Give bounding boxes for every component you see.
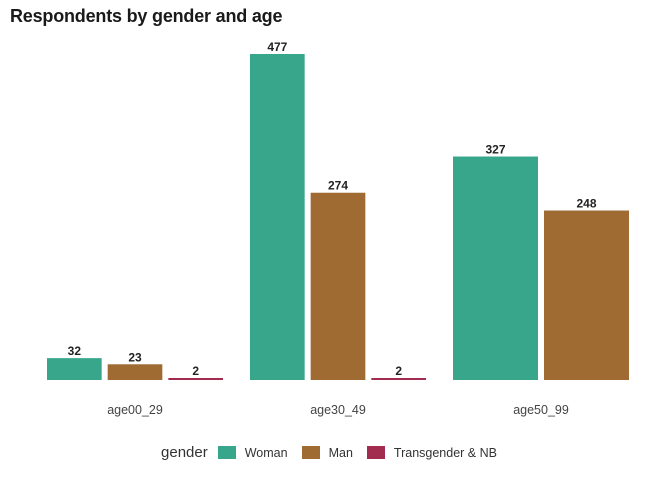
data-label-age00-29-transgender-nb: 2 [192,364,199,378]
legend: gender Woman Man Transgender & NB [0,444,672,461]
bar-age30-49-transgender-nb [371,378,426,380]
legend-swatch-transgender-nb [366,446,385,459]
bar-age50-99-woman [453,156,538,380]
legend-title: gender [161,444,208,461]
legend-item-woman: Woman [217,445,288,460]
legend-label-man: Man [328,445,353,460]
x-tick-label-age00-29: age00_29 [107,403,163,417]
legend-swatch-man [301,446,320,459]
bar-age00-29-transgender-nb [168,378,223,380]
bar-age50-99-man [544,210,629,380]
data-label-age50-99-man: 248 [576,197,596,211]
bar-age00-29-woman [47,358,102,380]
bar-chart: 32 23 2 age00_29 477 274 2 age30_49 327 248 age50_… [47,40,629,417]
x-tick-label-age30-49: age30_49 [310,403,366,417]
data-label-age50-99-woman: 327 [485,143,505,157]
data-label-age00-29-man: 23 [128,350,142,364]
legend-label-transgender-nb: Transgender & NB [393,445,497,460]
bar-age00-29-man [107,364,163,380]
bar-age30-49-man [310,192,366,380]
bar-age30-49-woman [250,54,305,380]
data-label-age30-49-woman: 477 [267,40,287,54]
data-label-age30-49-transgender-nb: 2 [395,364,402,378]
legend-label-woman: Woman [244,445,288,460]
chart-title: Respondents by gender and age [10,6,283,26]
legend-swatch-woman [217,446,236,459]
data-label-age30-49-man: 274 [328,179,348,193]
legend-item-transgender-nb: Transgender & NB [366,445,497,460]
legend-item-man: Man [301,445,353,460]
data-label-age00-29-woman: 32 [68,344,82,358]
x-tick-label-age50-99: age50_99 [513,403,569,417]
